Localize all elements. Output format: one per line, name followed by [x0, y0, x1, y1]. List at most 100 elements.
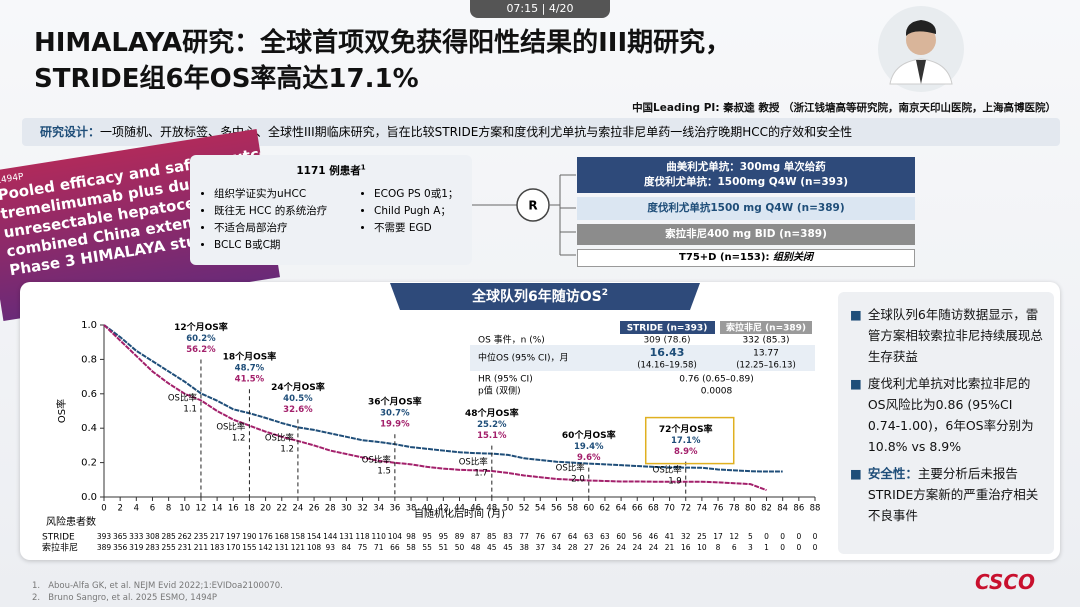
cell: 13.77 [753, 349, 779, 359]
risk-count: 38 [519, 543, 529, 552]
arm-text: 曲美利尤单抗：300mg 单次给药 [666, 161, 826, 173]
risk-count: 56 [632, 532, 642, 541]
x-tick-label: 44 [454, 504, 465, 514]
landmark-sorafenib: 19.9% [380, 420, 410, 430]
risk-count: 197 [226, 532, 241, 541]
landmark-title: 48个月OS率 [465, 407, 519, 419]
cell: 0.0008 [701, 387, 733, 397]
x-tick-label: 72 [680, 504, 691, 514]
risk-count: 110 [372, 532, 387, 541]
title-line: STRIDE组6年OS率高达17.1% [34, 64, 419, 94]
risk-count: 28 [568, 543, 578, 552]
risk-count: 308 [145, 532, 160, 541]
ratio-value: 1.7 [474, 469, 488, 479]
risk-count: 131 [339, 532, 354, 541]
x-tick-label: 78 [729, 504, 740, 514]
risk-count: 51 [439, 543, 449, 552]
x-tick-label: 12 [196, 504, 207, 514]
risk-count: 365 [113, 532, 128, 541]
risk-count: 10 [697, 543, 707, 552]
summary-label: 安全性： [867, 466, 918, 481]
risk-count: 60 [616, 532, 626, 541]
y-tick-label: 1.0 [81, 320, 97, 331]
cell: (14.16–19.58) [637, 361, 697, 371]
risk-count: 24 [632, 543, 642, 552]
risk-count: 262 [178, 532, 193, 541]
ratio-label: OS比率 [265, 433, 295, 444]
risk-count: 104 [388, 532, 403, 541]
risk-count: 83 [503, 532, 513, 541]
risk-count: 235 [194, 532, 209, 541]
risk-count: 26 [600, 543, 610, 552]
risk-count: 158 [291, 532, 306, 541]
landmark-sorafenib: 15.1% [477, 431, 507, 441]
risk-row-name: 索拉非尼 [42, 542, 78, 554]
risk-count: 144 [323, 532, 338, 541]
risk-count: 168 [275, 532, 290, 541]
y-tick-label: 0.8 [81, 354, 97, 365]
arm-status: 组别关闭 [772, 252, 813, 263]
chart-title: 全球队列6年随访OS2 [471, 288, 608, 306]
risk-count: 41 [665, 532, 675, 541]
x-tick-label: 30 [341, 504, 352, 514]
risk-count: 8 [716, 543, 721, 552]
column-header-bg [620, 321, 715, 334]
risk-count: 24 [616, 543, 626, 552]
arm-text: 度伐利尤单抗：1500mg Q4W (n=393) [643, 176, 849, 188]
randomization-arrows: R [472, 174, 576, 256]
risk-count: 0 [813, 532, 818, 541]
x-tick-label: 40 [422, 504, 433, 514]
risk-count: 77 [519, 532, 529, 541]
criterion: BCLC B或C期 [214, 237, 354, 252]
risk-count: 95 [439, 532, 449, 541]
landmark-stride: 25.2% [477, 420, 507, 430]
x-tick-label: 82 [761, 504, 772, 514]
landmark-title: 36个月OS率 [368, 396, 422, 408]
x-tick-label: 18 [244, 504, 255, 514]
x-tick-label: 34 [373, 504, 384, 514]
risk-count: 37 [536, 543, 546, 552]
risk-count: 0 [764, 532, 769, 541]
landmark-sorafenib: 8.9% [674, 447, 698, 457]
x-tick-label: 62 [600, 504, 611, 514]
risk-count: 6 [732, 543, 737, 552]
survival-curve [103, 324, 783, 473]
landmark-stride: 48.7% [235, 364, 265, 374]
risk-count: 45 [503, 543, 513, 552]
risk-count: 87 [471, 532, 481, 541]
risk-count: 84 [342, 543, 352, 552]
footnote-mark: 1 [360, 163, 366, 172]
risk-count: 63 [584, 532, 594, 541]
references: 1. Abou-Alfa GK, et al. NEJM Evid 2022;1… [32, 581, 283, 603]
ratio-label: OS比率 [459, 457, 489, 468]
x-tick-label: 28 [325, 504, 336, 514]
risk-count: 63 [600, 532, 610, 541]
risk-count: 45 [487, 543, 497, 552]
x-tick-label: 58 [567, 504, 578, 514]
ratio-label: OS比率 [216, 422, 246, 433]
ratio-value: 1.1 [183, 405, 197, 415]
cell: 332 (85.3) [742, 336, 789, 346]
randomization-label: R [528, 199, 537, 213]
risk-count: 32 [681, 532, 691, 541]
y-tick-label: 0.4 [81, 423, 97, 434]
risk-count: 48 [471, 543, 481, 552]
y-tick-label: 0.6 [81, 389, 97, 400]
patients-title: 1171 例患者 [296, 165, 361, 177]
risk-count: 255 [161, 543, 176, 552]
landmark-sorafenib: 32.6% [283, 405, 313, 415]
x-tick-label: 80 [745, 504, 756, 514]
arm-box: 曲美利尤单抗：300mg 单次给药度伐利尤单抗：1500mg Q4W (n=39… [577, 157, 915, 193]
risk-count: 183 [210, 543, 225, 552]
y-tick-label: 0.2 [81, 458, 97, 469]
risk-count: 34 [552, 543, 562, 552]
ratio-label: OS比率 [653, 465, 683, 476]
summary-panel: ■ 全球队列6年随访数据显示，雷管方案相较索拉非尼持续展现总生存获益 ■ 度伐利尤单… [838, 292, 1054, 554]
time: 07:15 [506, 2, 539, 15]
x-tick-label: 38 [406, 504, 417, 514]
x-tick-label: 60 [583, 504, 594, 514]
highlight-box [644, 416, 735, 465]
x-tick-label: 66 [632, 504, 643, 514]
risk-count: 118 [355, 532, 370, 541]
risk-count: 85 [487, 532, 497, 541]
